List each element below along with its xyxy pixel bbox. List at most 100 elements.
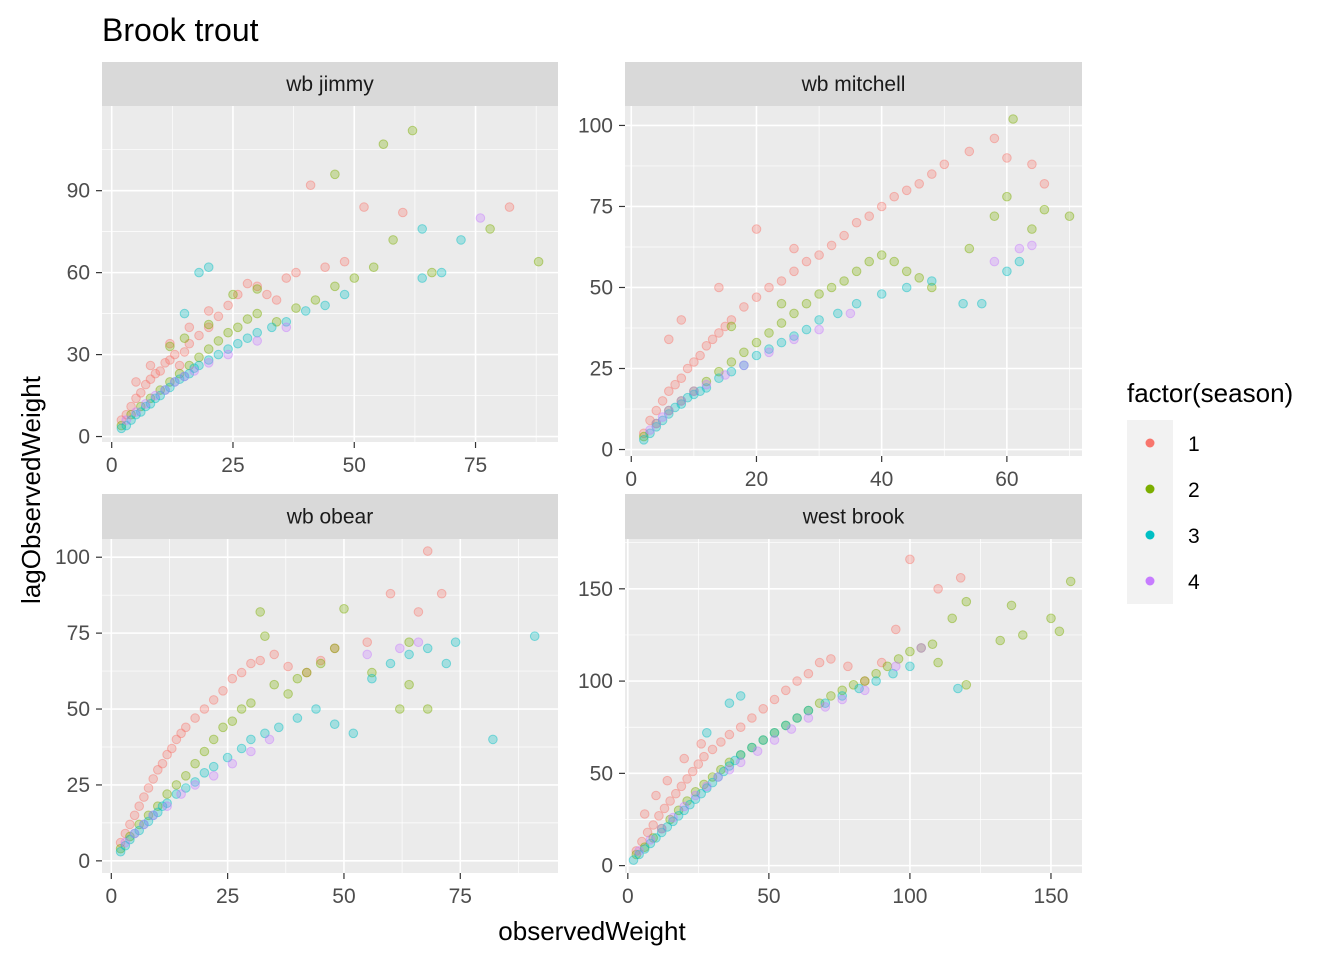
data-point bbox=[131, 409, 141, 420]
data-point bbox=[758, 735, 769, 745]
data-point bbox=[687, 766, 698, 777]
data-point bbox=[199, 768, 210, 778]
data-point bbox=[726, 366, 737, 377]
data-point bbox=[876, 657, 887, 668]
data-point bbox=[162, 801, 172, 812]
legend-key-2 bbox=[1145, 484, 1155, 494]
data-point bbox=[656, 823, 667, 834]
data-point bbox=[851, 298, 862, 309]
data-point bbox=[651, 405, 662, 416]
data-point bbox=[140, 401, 151, 412]
data-point bbox=[889, 191, 900, 202]
data-point bbox=[690, 787, 701, 797]
data-point bbox=[961, 680, 972, 690]
legend-label-3: 3 bbox=[1188, 525, 1200, 548]
data-point bbox=[121, 415, 132, 425]
legend-label-2: 2 bbox=[1188, 479, 1200, 502]
data-point bbox=[485, 224, 495, 234]
data-point bbox=[227, 758, 238, 769]
data-point bbox=[1002, 191, 1012, 202]
facet-strip-label: wb obear bbox=[286, 506, 373, 529]
data-point bbox=[651, 833, 661, 843]
data-point bbox=[1064, 211, 1075, 221]
data-point bbox=[634, 849, 644, 860]
data-point bbox=[179, 347, 190, 357]
data-point bbox=[184, 338, 195, 349]
data-point bbox=[696, 788, 707, 799]
data-point bbox=[864, 256, 875, 267]
data-point bbox=[246, 746, 256, 757]
data-point bbox=[120, 840, 131, 851]
data-point bbox=[860, 685, 870, 696]
data-point bbox=[246, 734, 256, 745]
data-point bbox=[134, 819, 144, 830]
data-point bbox=[203, 319, 214, 330]
data-point bbox=[271, 317, 282, 327]
data-point bbox=[208, 761, 219, 772]
data-point bbox=[157, 801, 168, 812]
data-point bbox=[131, 407, 141, 417]
data-point bbox=[413, 607, 424, 617]
data-point bbox=[404, 679, 414, 690]
legend-key-4 bbox=[1145, 576, 1155, 586]
data-point bbox=[689, 389, 699, 400]
data-point bbox=[651, 418, 662, 429]
data-point bbox=[769, 735, 780, 745]
data-point bbox=[165, 338, 175, 349]
data-point bbox=[208, 695, 219, 705]
data-point bbox=[450, 637, 461, 648]
data-point bbox=[179, 371, 190, 382]
data-point bbox=[845, 308, 856, 319]
facet-4: west brook 0 50 100 150 0 50 100 150 bbox=[578, 494, 1082, 908]
data-point bbox=[664, 405, 674, 416]
data-point bbox=[764, 344, 774, 354]
data-point bbox=[699, 751, 709, 762]
data-point bbox=[131, 377, 141, 387]
facet-strip bbox=[625, 62, 1082, 106]
data-point bbox=[184, 322, 195, 333]
data-point bbox=[190, 713, 200, 723]
data-point bbox=[977, 298, 987, 309]
data-point bbox=[789, 243, 799, 254]
data-point bbox=[803, 713, 814, 723]
data-point bbox=[645, 835, 656, 845]
y-tick-label: 100 bbox=[578, 114, 613, 137]
data-point bbox=[839, 230, 849, 241]
data-point bbox=[776, 276, 787, 286]
data-point bbox=[702, 781, 712, 792]
data-point bbox=[916, 643, 927, 653]
y-tick-label: 100 bbox=[55, 546, 90, 569]
data-point bbox=[223, 300, 233, 311]
data-point bbox=[682, 774, 692, 784]
data-point bbox=[330, 169, 340, 180]
data-point bbox=[735, 750, 746, 760]
data-point bbox=[255, 655, 266, 666]
data-point bbox=[860, 676, 870, 686]
data-point bbox=[803, 705, 814, 716]
data-point bbox=[233, 338, 243, 349]
data-point bbox=[176, 728, 186, 739]
data-point bbox=[283, 661, 293, 672]
chart-title: Brook trout bbox=[102, 12, 259, 48]
data-point bbox=[676, 781, 687, 792]
data-point bbox=[860, 676, 870, 686]
data-point bbox=[208, 771, 219, 781]
data-point bbox=[679, 805, 690, 816]
data-point bbox=[190, 777, 200, 787]
data-point bbox=[673, 805, 684, 816]
data-point bbox=[140, 399, 151, 409]
data-point bbox=[735, 691, 746, 701]
data-point bbox=[255, 607, 266, 617]
data-point bbox=[281, 322, 292, 333]
data-point bbox=[274, 722, 284, 733]
data-point bbox=[751, 337, 762, 348]
y-tick-label: 50 bbox=[590, 276, 613, 299]
data-point bbox=[664, 334, 674, 345]
facet-points bbox=[116, 125, 544, 434]
data-point bbox=[758, 735, 769, 745]
data-point bbox=[707, 744, 718, 755]
facet-strip-label: wb jimmy bbox=[285, 73, 374, 96]
legend-label-1: 1 bbox=[1188, 433, 1200, 456]
data-point bbox=[174, 374, 185, 385]
data-point bbox=[143, 816, 154, 827]
